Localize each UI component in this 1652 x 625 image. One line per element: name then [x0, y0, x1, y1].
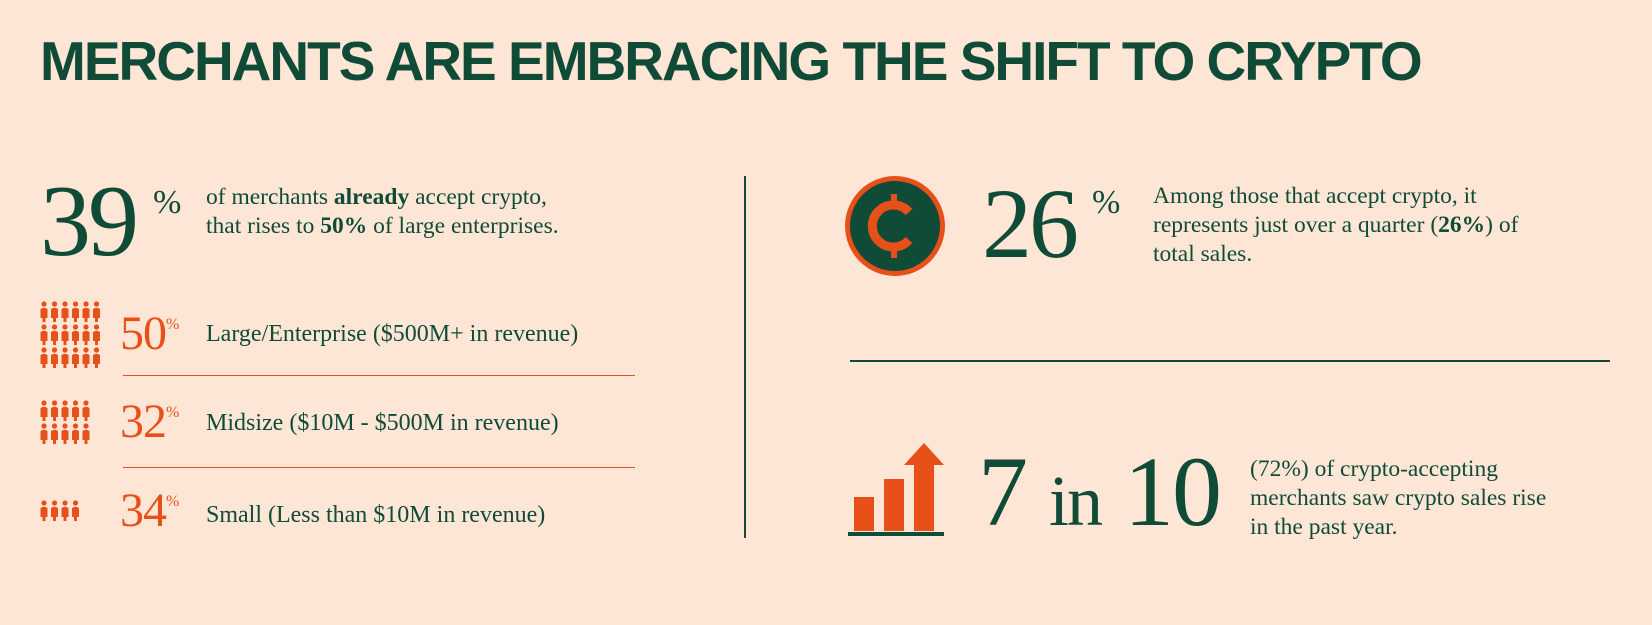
stat-26-unit: % — [1092, 184, 1121, 221]
people-large-group-icon — [40, 300, 106, 370]
segment-large-label: Large/Enterprise ($500M+ in revenue) — [206, 321, 579, 347]
segment-midsize-label: Midsize ($10M - $500M in revenue) — [206, 410, 559, 436]
segment-small-label: Small (Less than $10M in revenue) — [206, 502, 546, 528]
page-title: MERCHANTS ARE EMBRACING THE SHIFT TO CRY… — [40, 30, 1423, 92]
headline-stat-value: 39 — [40, 165, 139, 278]
stat-26-value: 26 — [982, 168, 1079, 279]
people-medium-group-icon — [40, 399, 96, 446]
stat-7in10-description: (72%) of crypto-accepting merchants saw … — [1250, 456, 1547, 540]
stat-7in10-value: 7 in 10 — [978, 436, 1222, 547]
horizontal-divider — [850, 360, 1610, 362]
people-small-group-icon — [40, 500, 79, 521]
segment-large-value: 50% — [120, 307, 180, 360]
vertical-divider — [744, 176, 746, 538]
crypto-coin-icon — [845, 176, 945, 276]
growth-chart-icon — [848, 443, 944, 536]
headline-stat-unit: % — [153, 184, 182, 221]
segment-midsize-value: 32% — [120, 395, 180, 448]
headline-description: of merchants already accept crypto, that… — [206, 184, 559, 239]
stat-26-description: Among those that accept crypto, it repre… — [1153, 183, 1519, 267]
divider — [123, 375, 635, 376]
segment-small-value: 34% — [120, 484, 180, 537]
divider — [123, 467, 635, 468]
